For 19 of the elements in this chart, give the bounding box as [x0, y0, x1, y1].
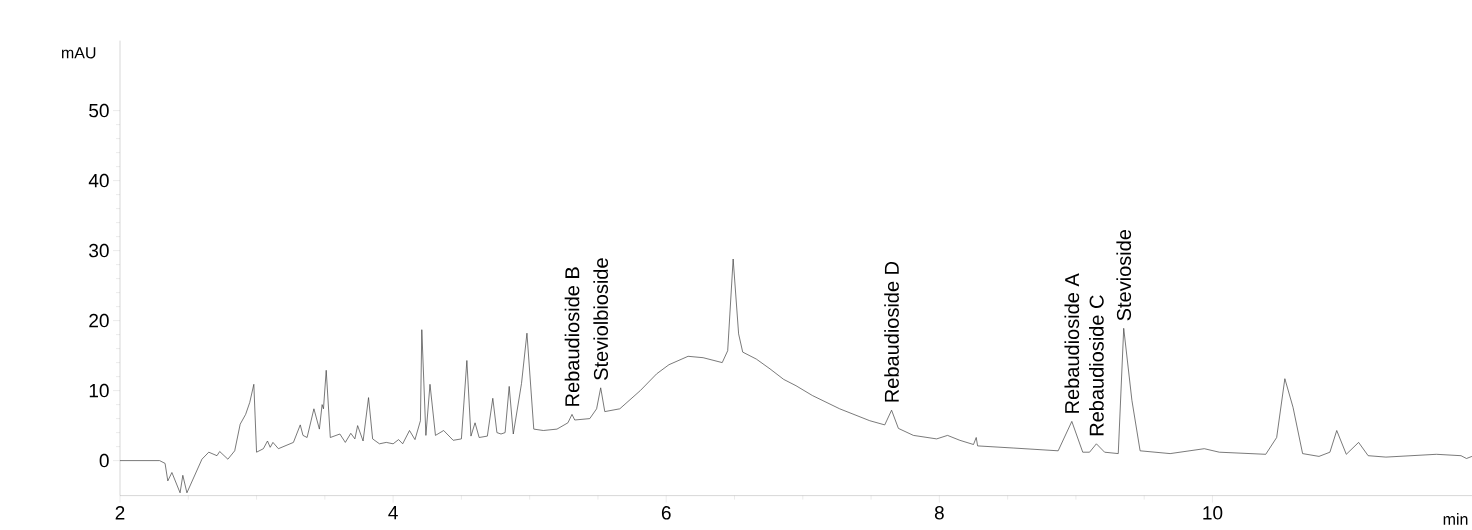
- y-tick-label: 50: [89, 103, 109, 118]
- x-tick-label: 8: [934, 506, 944, 520]
- annotation: Rebaudioside B: [564, 267, 580, 406]
- y-tick-label: 0: [99, 453, 109, 468]
- annotation: Rebaudioside A: [1064, 273, 1080, 413]
- y-axis-title: mAU: [61, 47, 96, 59]
- y-tick-label: 40: [88, 173, 109, 188]
- y-tick-label: 10: [89, 383, 109, 398]
- annotation: Rebaudioside D: [884, 261, 899, 402]
- x-tick-label: 2: [115, 506, 125, 520]
- y-tick-label: 20: [89, 313, 109, 328]
- x-tick-label: 10: [1203, 506, 1223, 520]
- x-axis-title: min: [1443, 513, 1468, 525]
- x-tick-label: 6: [661, 506, 671, 520]
- annotation: Steviolbioside: [593, 258, 609, 380]
- annotation: Stevioside: [1116, 229, 1132, 321]
- x-tick-label: 4: [388, 506, 398, 520]
- annotation: Rebaudioside C: [1089, 295, 1104, 436]
- y-tick-label: 30: [89, 243, 109, 258]
